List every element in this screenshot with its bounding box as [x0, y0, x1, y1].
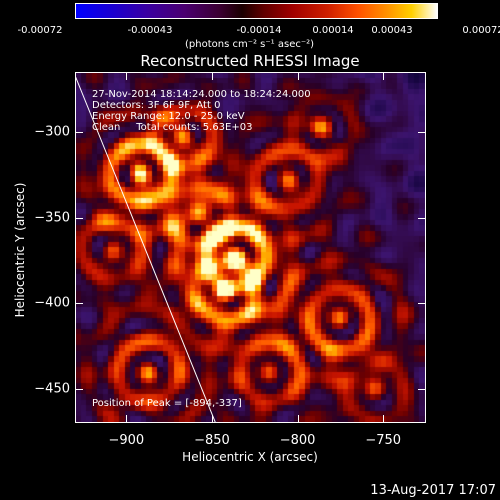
- x-tick-label: −900: [108, 433, 145, 448]
- y-tick-mark: [75, 217, 83, 219]
- y-tick-label: −350: [34, 210, 70, 226]
- limb-line: [76, 76, 216, 422]
- colorbar-tick-label: -0.00043: [127, 25, 173, 36]
- info-energy-range: Energy Range: 12.0 - 25.0 keV: [92, 111, 245, 122]
- colorbar: [75, 3, 438, 19]
- x-tick-mark: [297, 72, 299, 80]
- datestamp: 13-Aug-2017 17:07: [370, 483, 496, 498]
- rhessi-image-map: [76, 73, 425, 422]
- colorbar-unit-label: (photons cm⁻² s⁻¹ asec⁻²): [185, 39, 315, 50]
- x-tick-label: −750: [365, 433, 402, 448]
- info-peak-position: Position of Peak = [-894,-337]: [92, 398, 242, 409]
- x-tick-mark: [383, 415, 385, 423]
- info-detectors: Detectors: 3F 6F 9F, Att 0: [92, 100, 221, 111]
- x-tick-label: −850: [194, 433, 230, 448]
- x-tick-mark: [211, 415, 213, 423]
- x-tick-mark: [126, 72, 128, 80]
- y-tick-mark: [75, 303, 83, 305]
- colorbar-tick-label: 0.00072: [462, 25, 500, 36]
- info-time-range: 27-Nov-2014 18:14:24.000 to 18:24:24.000: [92, 89, 311, 100]
- x-tick-mark: [126, 415, 128, 423]
- colorbar-tick-label: 0.00043: [371, 25, 413, 36]
- y-tick-label: −450: [34, 381, 70, 397]
- x-tick-label: −800: [279, 433, 316, 448]
- x-tick-mark: [297, 415, 299, 423]
- y-tick-mark: [418, 131, 426, 133]
- x-tick-mark: [211, 72, 213, 80]
- colorbar-tick-label: -0.00014: [236, 25, 282, 36]
- plot-title: Reconstructed RHESSI Image: [140, 52, 360, 70]
- y-tick-mark: [418, 303, 426, 305]
- y-tick-mark: [75, 131, 83, 133]
- y-tick-mark: [418, 388, 426, 390]
- y-tick-mark: [75, 388, 83, 390]
- image-plot-area[interactable]: 27-Nov-2014 18:14:24.000 to 18:24:24.000…: [75, 72, 426, 423]
- y-tick-label: −300: [34, 124, 70, 140]
- colorbar-tick-label: -0.00072: [17, 25, 63, 36]
- info-method-counts: Clean Total counts: 5.63E+03: [92, 122, 253, 133]
- y-tick-label: −400: [34, 295, 70, 311]
- colorbar-tick-label: 0.00014: [312, 25, 354, 36]
- x-tick-mark: [383, 72, 385, 80]
- y-axis-label: Heliocentric Y (arcsec): [13, 182, 27, 318]
- x-axis-label: Heliocentric X (arcsec): [182, 450, 318, 464]
- y-tick-mark: [418, 217, 426, 219]
